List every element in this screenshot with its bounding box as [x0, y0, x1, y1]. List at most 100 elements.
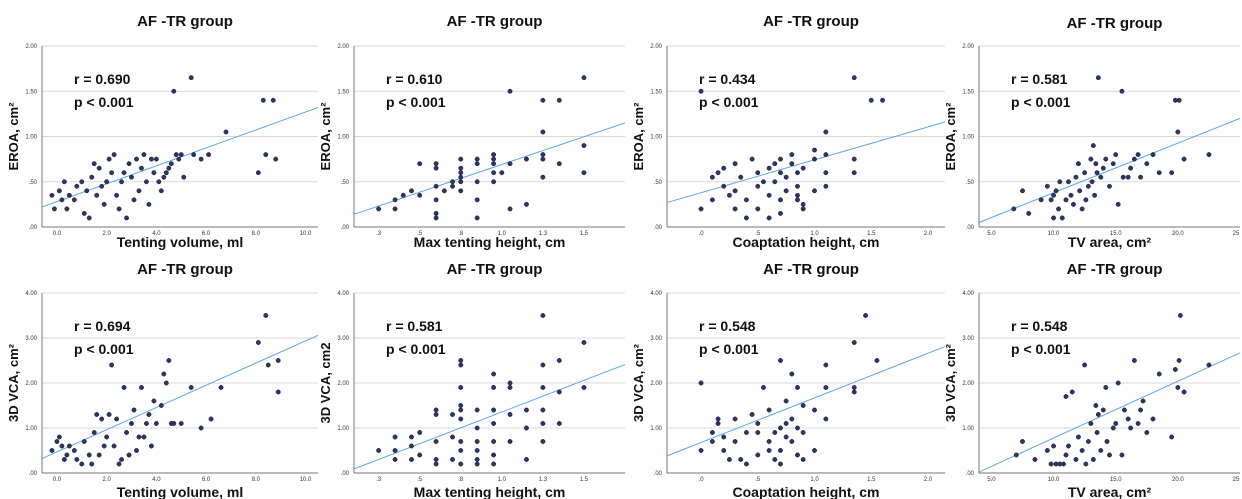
y-tick-label: 1.00	[337, 426, 349, 432]
data-point	[141, 152, 147, 158]
data-point	[81, 439, 87, 444]
data-point	[158, 188, 164, 194]
y-tick-label: 1.50	[650, 89, 662, 95]
data-point	[1177, 313, 1183, 318]
x-tick-label: 1.5	[580, 477, 589, 483]
data-point	[458, 403, 464, 408]
data-point	[124, 215, 129, 221]
data-point	[1048, 461, 1054, 467]
data-point	[1150, 152, 1156, 158]
data-point	[1077, 188, 1083, 194]
x-tick-label: .0	[699, 231, 705, 237]
data-point	[726, 457, 732, 462]
data-point	[474, 407, 480, 413]
data-point	[1056, 206, 1061, 212]
data-point	[99, 183, 105, 189]
data-point	[458, 179, 464, 185]
y-tick-label: .00	[654, 471, 663, 477]
data-point	[263, 152, 269, 158]
data-point	[81, 210, 87, 216]
data-point	[732, 439, 738, 444]
data-point	[433, 165, 439, 171]
data-point	[749, 412, 755, 417]
data-point	[56, 188, 62, 194]
chart-panel-3: .00 .50 1.00 1.50 2.00 .0 .5 1.0 1.5 2.0 AF -TR gr…	[631, 13, 946, 250]
data-point	[556, 97, 562, 103]
y-axis-label: EROA, cm²	[631, 102, 646, 171]
data-point	[1069, 389, 1075, 395]
y-tick-label: .00	[341, 225, 350, 231]
data-point	[581, 143, 587, 149]
data-point	[1051, 192, 1057, 198]
data-point	[491, 152, 497, 158]
data-point	[433, 183, 439, 189]
data-point	[880, 97, 886, 103]
data-point	[540, 407, 546, 413]
fit-line	[353, 122, 626, 215]
data-point	[1110, 425, 1116, 431]
x-tick-label: 6.0	[202, 231, 211, 237]
data-point	[64, 206, 70, 212]
data-point	[450, 179, 455, 185]
y-tick-label: 1.00	[962, 135, 974, 141]
data-point	[1107, 452, 1112, 458]
data-point	[450, 434, 455, 440]
data-point	[491, 179, 497, 185]
data-point	[275, 358, 281, 363]
data-point	[119, 179, 125, 185]
data-point	[812, 147, 817, 153]
x-tick-label: .3	[376, 231, 382, 237]
x-axis-label: Coaptation height, cm	[733, 484, 880, 499]
data-point	[1061, 461, 1066, 467]
data-point	[524, 457, 529, 462]
data-point	[507, 161, 513, 167]
data-point	[51, 206, 57, 212]
y-tick-label: .00	[341, 471, 350, 477]
chart-title: AF -TR group	[1067, 261, 1163, 278]
data-point	[540, 313, 546, 318]
chart-panel-4: .00 .50 1.00 1.50 2.00 5.0 10.0 15.0 20.0 25 AF -T…	[943, 15, 1241, 250]
data-point	[1059, 215, 1065, 221]
data-point	[458, 416, 464, 422]
data-point	[1100, 407, 1106, 413]
data-point	[1094, 170, 1100, 176]
data-point	[158, 403, 164, 408]
data-point	[789, 416, 795, 422]
data-point	[755, 452, 761, 458]
y-tick-label: .50	[341, 180, 350, 186]
data-point	[49, 192, 55, 198]
y-tick-label: 2.00	[337, 44, 349, 50]
data-point	[171, 421, 177, 426]
data-point	[743, 197, 749, 203]
data-point	[823, 183, 829, 189]
data-point	[136, 188, 142, 194]
data-point	[715, 416, 721, 422]
data-point	[66, 443, 72, 449]
data-point	[191, 152, 197, 158]
data-point	[507, 439, 513, 444]
x-tick-label: 1.5	[867, 231, 876, 237]
data-point	[491, 439, 497, 444]
data-point	[783, 398, 789, 404]
p-value: p < 0.001	[386, 341, 446, 357]
data-point	[146, 412, 152, 417]
data-point	[54, 439, 60, 444]
data-point	[507, 385, 513, 390]
data-point	[458, 174, 464, 180]
y-tick-label: 1.50	[962, 89, 974, 95]
data-point	[1140, 398, 1146, 404]
data-point	[1063, 394, 1069, 399]
data-point	[732, 161, 738, 167]
data-point	[1089, 179, 1095, 185]
data-point	[1115, 201, 1121, 207]
data-point	[556, 161, 562, 167]
data-point	[163, 170, 169, 176]
data-point	[581, 170, 587, 176]
data-point	[1119, 452, 1125, 458]
data-point	[71, 197, 77, 203]
x-tick-label: 20.0	[1172, 477, 1184, 483]
data-point	[743, 430, 749, 435]
x-tick-label: 1.3	[539, 231, 548, 237]
data-point	[1138, 174, 1144, 180]
data-point	[868, 97, 874, 103]
